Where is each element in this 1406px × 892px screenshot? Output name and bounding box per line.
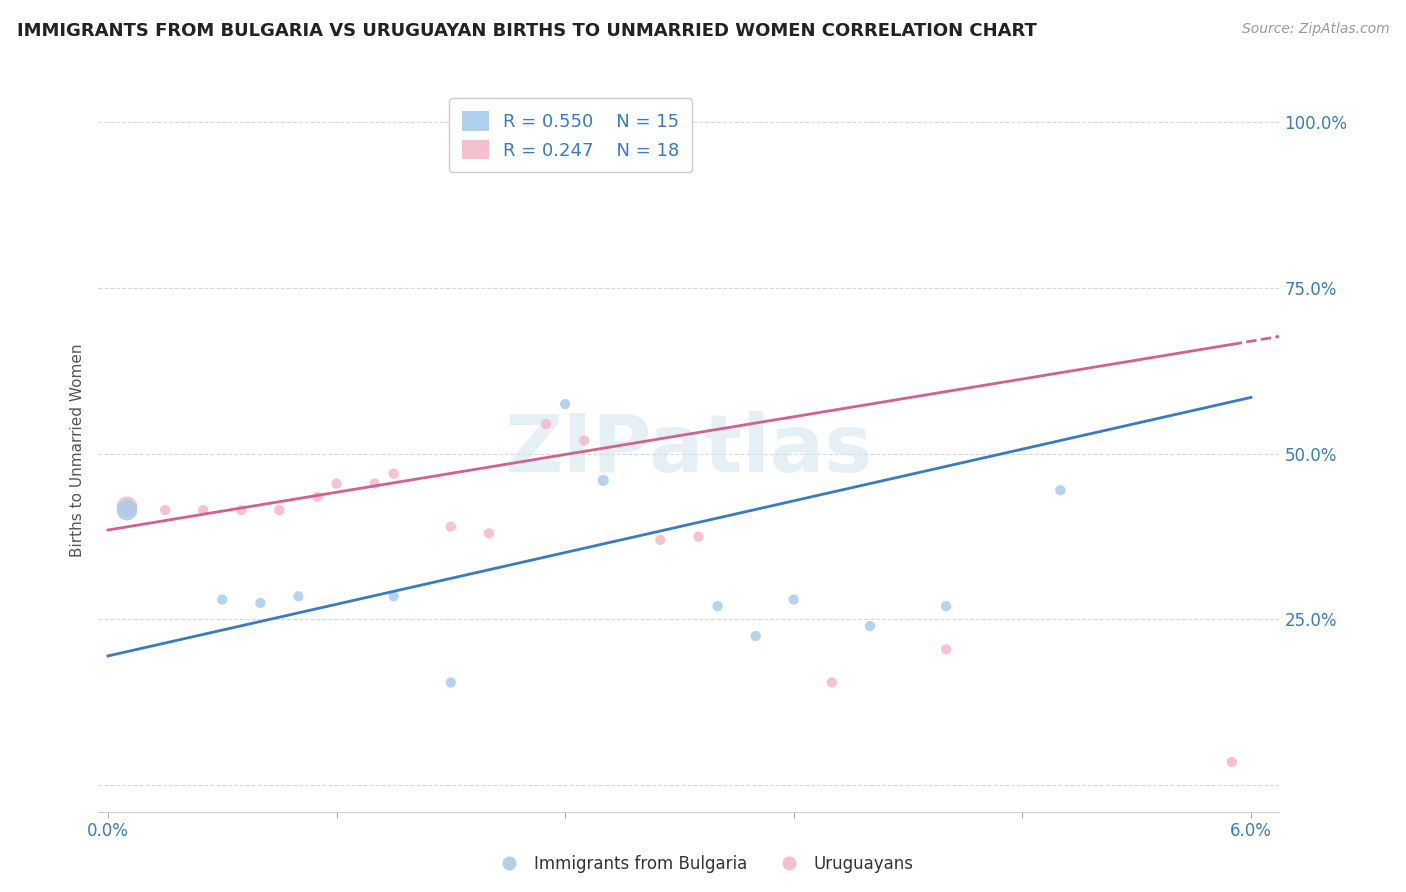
Point (534, 417, 557, 431)
Point (744, 629, 766, 643)
Point (307, 490, 329, 504)
Point (554, 397, 576, 411)
Point (1220, 755, 1243, 769)
Point (115, 503, 138, 517)
Point (382, 589, 405, 603)
Point (706, 599, 728, 614)
Legend: R = 0.550    N = 15, R = 0.247    N = 18: R = 0.550 N = 15, R = 0.247 N = 18 (450, 98, 692, 172)
Point (440, 519, 463, 533)
Point (193, 503, 215, 517)
Point (382, 467, 405, 481)
Point (249, 596, 271, 610)
Legend: Immigrants from Bulgaria, Uruguayans: Immigrants from Bulgaria, Uruguayans (485, 848, 921, 880)
Point (115, 500, 138, 514)
Point (231, 503, 253, 517)
Point (1049, 483, 1071, 498)
Point (363, 476, 385, 491)
Point (821, 675, 844, 690)
Point (935, 599, 957, 614)
Point (325, 476, 347, 491)
Point (269, 503, 291, 517)
Point (592, 473, 614, 487)
Point (572, 434, 595, 448)
Text: Source: ZipAtlas.com: Source: ZipAtlas.com (1241, 22, 1389, 37)
Point (211, 592, 233, 607)
Point (935, 642, 957, 657)
Text: ZIPatlas: ZIPatlas (505, 411, 873, 490)
Point (287, 589, 309, 603)
Point (440, 675, 463, 690)
Point (153, 503, 176, 517)
Point (859, 619, 882, 633)
Text: IMMIGRANTS FROM BULGARIA VS URUGUAYAN BIRTHS TO UNMARRIED WOMEN CORRELATION CHAR: IMMIGRANTS FROM BULGARIA VS URUGUAYAN BI… (17, 22, 1036, 40)
Y-axis label: Births to Unmarried Women: Births to Unmarried Women (69, 343, 84, 558)
Point (650, 533, 672, 547)
Point (478, 526, 501, 541)
Point (783, 592, 806, 607)
Point (688, 530, 710, 544)
